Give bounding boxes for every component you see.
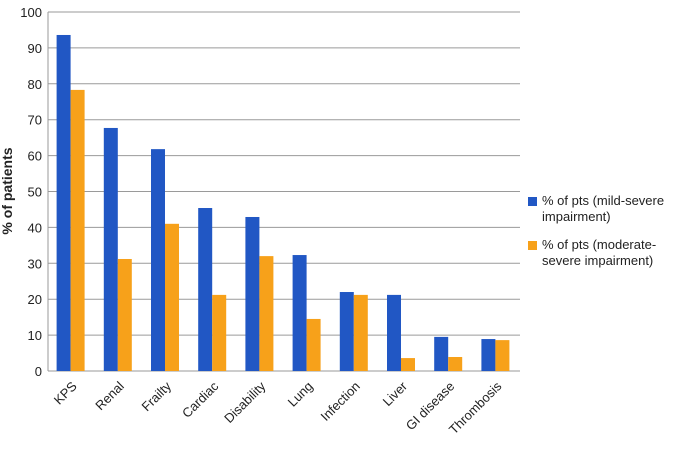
x-tick-label: Infection xyxy=(318,379,363,424)
x-tick-label: Cardiac xyxy=(179,378,222,421)
legend-label: % of pts (mild-severe impairment) xyxy=(542,193,665,224)
x-tick-label: Renal xyxy=(92,378,127,413)
bar xyxy=(70,89,85,371)
y-tick-label: 30 xyxy=(28,256,42,271)
bar xyxy=(259,256,274,371)
legend-swatch xyxy=(528,197,537,206)
bar xyxy=(495,340,510,371)
bar xyxy=(401,358,415,371)
bar xyxy=(434,336,449,371)
bar xyxy=(212,294,227,371)
x-tick-label: KPS xyxy=(51,378,80,407)
y-tick-label: 10 xyxy=(28,328,42,343)
y-tick-label: 90 xyxy=(28,41,42,56)
y-tick-label: 70 xyxy=(28,113,42,128)
bar xyxy=(481,339,496,371)
y-tick-label: 0 xyxy=(35,364,42,379)
bar xyxy=(117,258,132,371)
y-tick-label: 80 xyxy=(28,77,42,92)
bar xyxy=(292,255,307,371)
bar xyxy=(56,34,71,371)
y-tick-label: 60 xyxy=(28,149,42,164)
legend-item: % of pts (moderate-severe impairment) xyxy=(528,237,676,269)
bar xyxy=(339,292,354,371)
x-tick-label: Liver xyxy=(380,378,411,409)
legend-label: % of pts (moderate-severe impairment) xyxy=(542,237,657,268)
legend-swatch xyxy=(528,241,537,250)
bar xyxy=(151,149,165,371)
legend-item: % of pts (mild-severe impairment) xyxy=(528,193,676,225)
bar xyxy=(448,356,463,371)
legend: % of pts (mild-severe impairment) % of pt… xyxy=(528,193,676,281)
y-axis-label: % of patients xyxy=(0,147,15,234)
y-tick-label: 50 xyxy=(28,185,42,200)
y-tick-label: 100 xyxy=(20,5,42,20)
bar xyxy=(198,208,213,371)
bar xyxy=(387,294,401,371)
bar xyxy=(165,223,179,371)
bar xyxy=(245,216,260,371)
y-tick-label: 40 xyxy=(28,220,42,235)
x-tick-label: Disability xyxy=(221,378,269,426)
y-tick-label: 20 xyxy=(28,292,42,307)
x-tick-label: Lung xyxy=(285,379,316,410)
bar xyxy=(353,294,368,371)
x-tick-label: Frailty xyxy=(138,378,174,414)
bar xyxy=(306,318,321,371)
bar xyxy=(103,127,118,371)
